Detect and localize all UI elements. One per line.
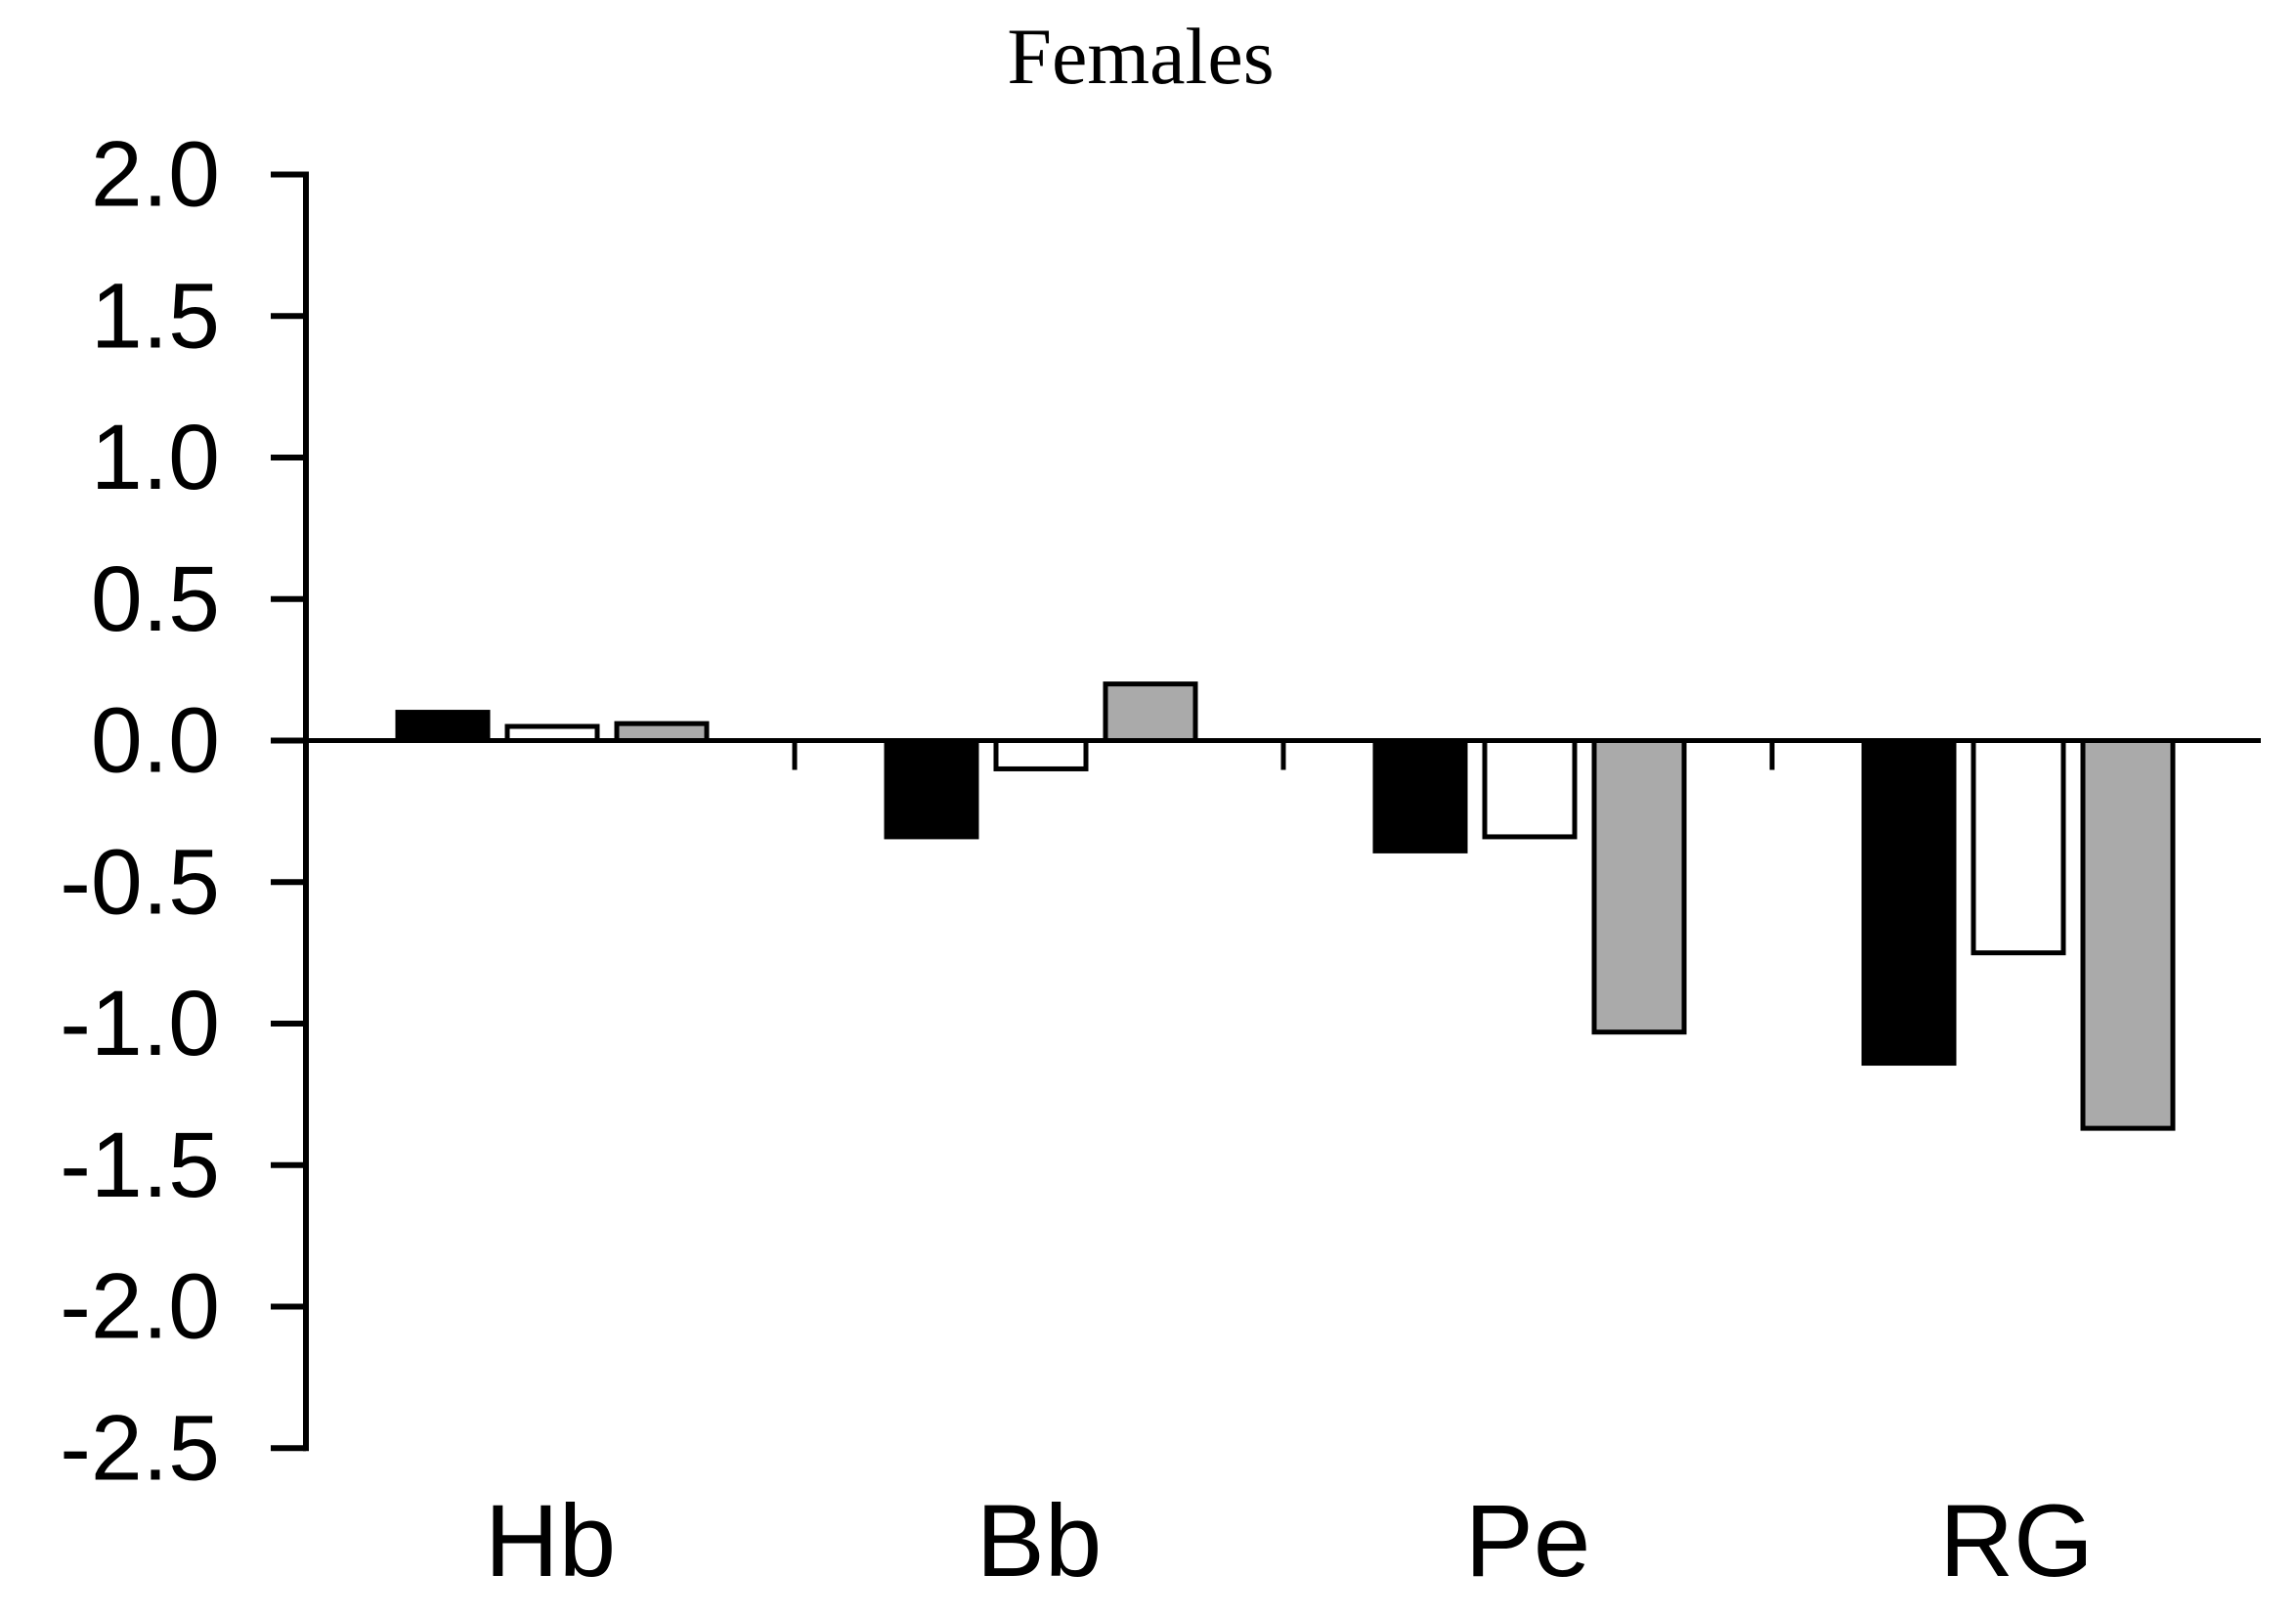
x-axis-label-Bb: Bb (976, 1484, 1102, 1598)
y-tick-label-2.0: 2.0 (91, 123, 220, 227)
bar-Hb-black (395, 710, 491, 743)
bar-RG-gray (2080, 738, 2176, 1131)
bar-Bb-gray (1103, 681, 1198, 743)
x-axis-label-Hb: Hb (485, 1484, 616, 1598)
bar-RG-black (1861, 738, 1957, 1067)
bar-Pe-black (1372, 738, 1468, 853)
chart-title: Females (1007, 12, 1274, 101)
bar-Bb-white (993, 738, 1089, 771)
x-axis-label-Pe: Pe (1465, 1484, 1590, 1598)
labels-layer: 2.0 1.5 1.0 0.5 0.0 -0.5 -1.0 -1.5 -2.0 -2.5 Hb Bb P… (60, 123, 2093, 1599)
axes-layer (271, 171, 2261, 1452)
y-tick-label--2.0: -2.0 (60, 1255, 220, 1359)
y-tick-label--2.5: -2.5 (60, 1396, 220, 1500)
bar-Pe-gray (1591, 738, 1687, 1035)
y-tick-label-0.5: 0.5 (91, 547, 220, 651)
y-tick-label-0.0: 0.0 (91, 689, 220, 793)
x-axis-label-RG: RG (1939, 1484, 2094, 1598)
y-tick-label--0.5: -0.5 (60, 830, 220, 934)
bars-layer (395, 681, 2176, 1131)
bar-Bb-black (884, 738, 979, 840)
bar-RG-white (1971, 738, 2066, 956)
y-tick-label-1.0: 1.0 (91, 406, 220, 509)
bar-Pe-white (1482, 738, 1578, 840)
y-tick-label--1.0: -1.0 (60, 972, 220, 1075)
y-tick-label-1.5: 1.5 (91, 264, 220, 368)
y-tick-label--1.5: -1.5 (60, 1114, 220, 1217)
bar-Hb-gray (614, 721, 710, 744)
